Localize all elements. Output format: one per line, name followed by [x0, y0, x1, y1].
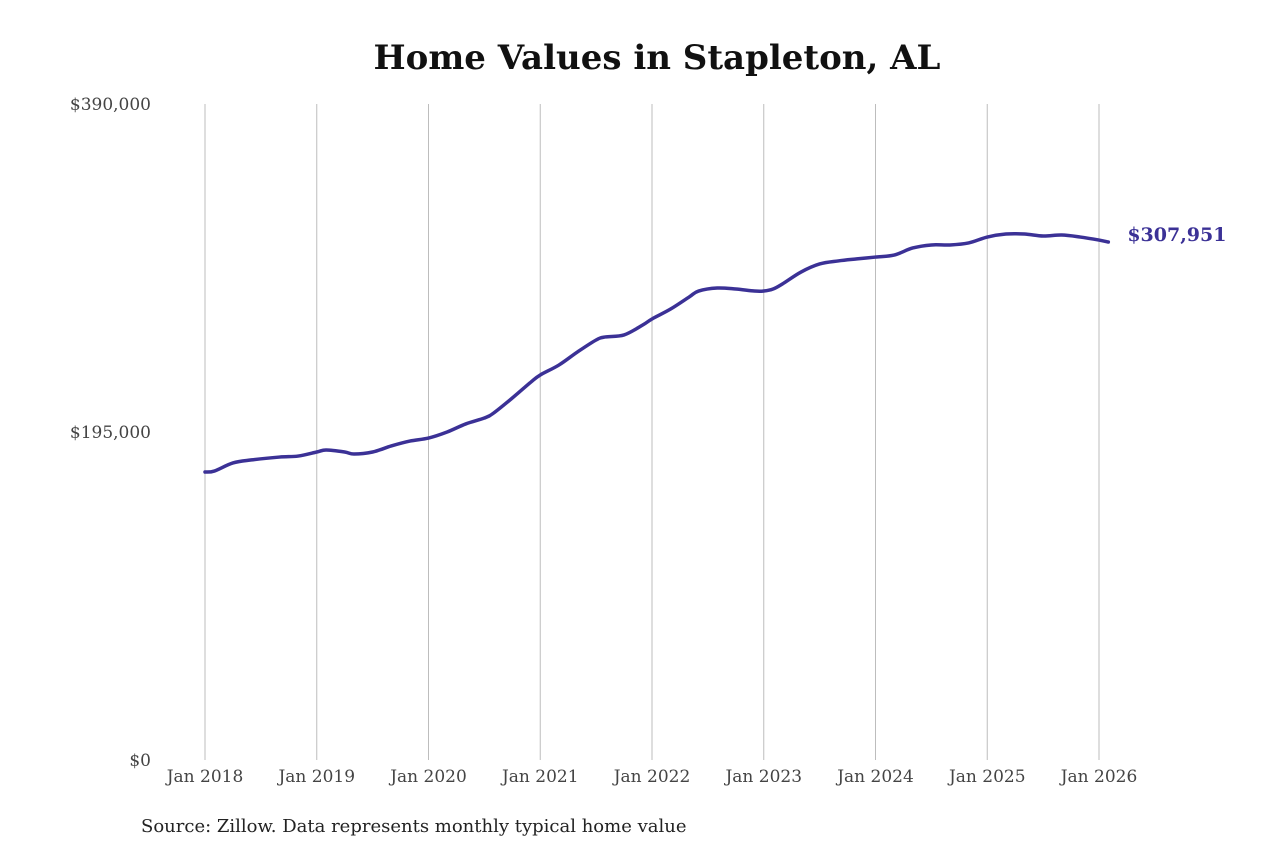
y-tick-label: $0 [129, 751, 151, 771]
y-tick-label: $390,000 [70, 95, 151, 115]
end-value-label: $307,951 [1127, 224, 1226, 246]
x-tick-label: Jan 2024 [835, 767, 914, 787]
x-tick-label: Jan 2025 [947, 767, 1026, 787]
x-tick-label: Jan 2026 [1059, 767, 1138, 787]
x-tick-label: Jan 2022 [612, 767, 691, 787]
x-tick-label: Jan 2018 [165, 767, 244, 787]
series-line [203, 231, 1111, 474]
y-tick-label: $195,000 [70, 423, 151, 443]
x-tick-label: Jan 2023 [723, 767, 802, 787]
x-tick-label: Jan 2019 [276, 767, 355, 787]
source-note: Source: Zillow. Data represents monthly … [141, 816, 687, 837]
x-tick-label: Jan 2021 [500, 767, 579, 787]
chart-title: Home Values in Stapleton, AL [373, 38, 941, 78]
x-tick-label: Jan 2020 [388, 767, 467, 787]
